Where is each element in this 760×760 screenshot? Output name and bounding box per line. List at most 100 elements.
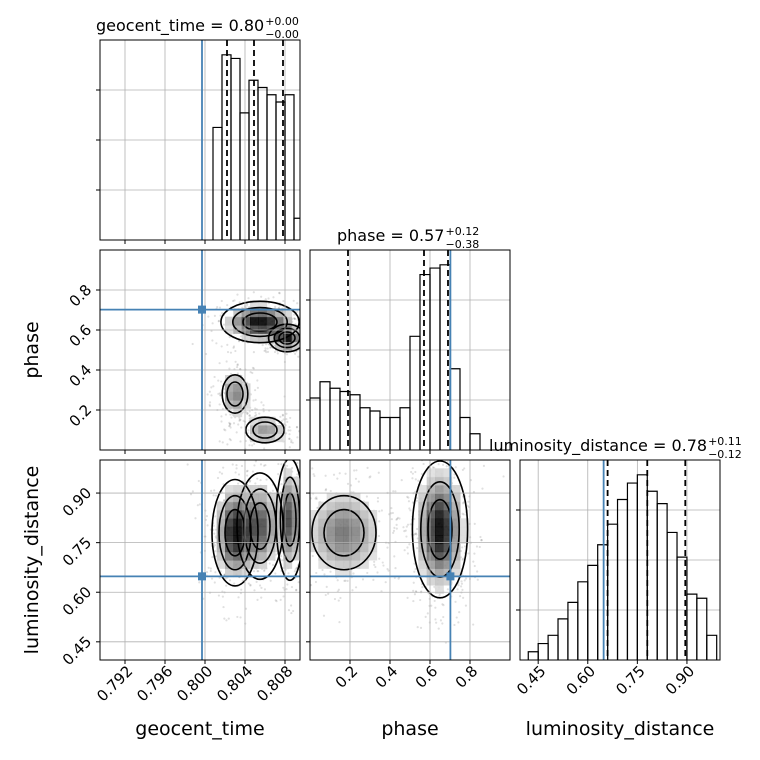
hist-phase-panel: phase = 0.57 +0.12−0.38 (306, 225, 510, 454)
scatter-geocent_time-phase-ytick-label-3: 0.8 (66, 281, 96, 311)
scatter-phase-luminosity_distance-truth-marker (446, 572, 455, 581)
scatter-geocent_time-luminosity_distance-xtick-label-4: 0.808 (253, 662, 296, 705)
scatter-geocent_time-luminosity_distance-ytick-label-3: 0.90 (59, 484, 95, 520)
hist-phase-bin-8 (389, 416, 401, 450)
scatter-geocent_time-luminosity_distance-ytick-label-1: 0.60 (59, 583, 95, 619)
scatter-geocent_time-phase-density (225, 300, 300, 443)
hist-geocent_time-bin-6 (266, 94, 277, 240)
hist-luminosity_distance-bin-12 (646, 490, 658, 660)
scatter-geocent_time-phase-contour-2-0 (226, 381, 244, 407)
hist-phase-bin-5 (359, 407, 371, 450)
scatter-phase-luminosity_distance-contour-1-1 (311, 494, 377, 571)
hist-phase-bin-0 (310, 397, 321, 450)
hist-geocent_time-title: geocent_time = 0.80 +0.00−0.00 (96, 15, 299, 41)
hist-luminosity_distance-bin-2 (547, 634, 559, 660)
hist-luminosity_distance-xtick-label-0: 0.45 (513, 662, 549, 698)
hist-geocent_time-frame (99, 39, 301, 241)
hist-geocent_time-title-main: geocent_time = 0.80 (96, 16, 264, 36)
hist-phase-title-sup: +0.12 (445, 225, 479, 238)
scatter-geocent_time-phase-panel: 0.2 0.4 0.6 0.8 phase (21, 250, 300, 454)
hist-luminosity_distance-bin-7 (597, 544, 609, 660)
scatter-geocent_time-luminosity_distance-xtick-label-2: 0.800 (173, 662, 216, 705)
hist-luminosity_distance-title: luminosity_distance = 0.78 +0.11−0.12 (489, 435, 742, 461)
hist-phase-bin-15 (459, 416, 471, 450)
scatter-geocent_time-phase-contour-1-2 (267, 323, 300, 353)
scatter-geocent_time-luminosity_distance-contour-1-2 (236, 472, 284, 581)
hist-luminosity_distance-bin-5 (577, 581, 589, 660)
hist-geocent_time-title-sup: +0.00 (265, 15, 299, 28)
hist-luminosity_distance-xlabel: luminosity_distance (526, 718, 715, 740)
scatter-geocent_time-phase-grid (100, 250, 300, 450)
scatter-geocent_time-luminosity_distance-contours (211, 460, 300, 587)
scatter-geocent_time-luminosity_distance-grid (100, 460, 300, 660)
scatter-geocent_time-luminosity_distance-ytick-label-2: 0.75 (59, 533, 95, 569)
hist-luminosity_distance-bin-4 (567, 601, 579, 660)
hist-geocent_time-panel: geocent_time = 0.80 +0.00−0.00 (96, 15, 300, 244)
hist-phase-title: phase = 0.57 +0.12−0.38 (337, 225, 479, 251)
hist-luminosity_distance-title-sup: +0.11 (708, 435, 742, 448)
hist-phase-bin-14 (449, 368, 461, 450)
scatter-phase-luminosity_distance-frame (309, 459, 511, 661)
scatter-geocent_time-luminosity_distance-xtick-label-1: 0.796 (133, 662, 176, 705)
scatter-phase-luminosity_distance-xlabel: phase (381, 718, 438, 740)
hist-luminosity_distance-bin-9 (616, 498, 629, 660)
hist-phase-frame (309, 249, 511, 451)
hist-phase-bin-10 (409, 335, 421, 450)
hist-luminosity_distance-bin-6 (587, 564, 599, 660)
hist-luminosity_distance-bin-16 (686, 593, 698, 660)
scatter-geocent_time-luminosity_distance-contour-0-2 (211, 478, 259, 587)
scatter-geocent_time-luminosity_distance-panel: 0.45 0.60 0.75 0.90 luminosity_distance 0.792… (21, 460, 300, 740)
hist-luminosity_distance-xtick-label-1: 0.60 (563, 662, 599, 698)
scatter-phase-luminosity_distance-xtick-label-2: 0.6 (412, 662, 442, 692)
scatter-geocent_time-luminosity_distance-xlabel: geocent_time (135, 718, 264, 740)
scatter-geocent_time-phase-contour-3-0 (252, 421, 278, 439)
scatter-geocent_time-phase-contour-0-1 (232, 306, 289, 338)
scatter-geocent_time-luminosity_distance-frame (99, 459, 301, 661)
hist-phase-bin-7 (379, 416, 391, 450)
hist-phase-title-sub: −0.38 (445, 238, 479, 251)
hist-luminosity_distance-frame (519, 459, 721, 661)
hist-luminosity_distance-bin-3 (557, 618, 569, 660)
scatter-geocent_time-luminosity_distance-ytick-label-0: 0.45 (59, 633, 95, 669)
scatter-geocent_time-phase-contour-1-0 (278, 331, 296, 345)
hist-luminosity_distance-title-sub: −0.12 (708, 448, 742, 461)
hist-luminosity_distance-grid (520, 460, 720, 660)
scatter-phase-luminosity_distance-xtick-label-0: 0.2 (332, 662, 362, 692)
scatter-geocent_time-phase-ytick-label-2: 0.6 (66, 321, 96, 351)
scatter-geocent_time-phase-truth-marker (198, 305, 206, 314)
scatter-geocent_time-luminosity_distance-ylabel: luminosity_distance (21, 466, 43, 655)
hist-geocent_time-grid (100, 40, 300, 240)
hist-phase-bin-11 (419, 273, 431, 450)
scatter-geocent_time-phase-contour-3-1 (245, 416, 286, 444)
scatter-phase-luminosity_distance-xtick-label-1: 0.4 (372, 662, 402, 692)
hist-luminosity_distance-bin-11 (636, 474, 648, 660)
hist-geocent_time-bin-2 (230, 57, 241, 240)
hist-phase-bin-1 (319, 381, 331, 450)
scatter-geocent_time-phase-contour-0-2 (220, 300, 300, 344)
hist-phase-bin-2 (329, 387, 341, 450)
scatter-geocent_time-luminosity_distance-contour-1-0 (249, 502, 271, 551)
hist-luminosity_distance-xtick-label-3: 0.90 (662, 662, 698, 698)
hist-luminosity_distance-xtick-label-2: 0.75 (612, 662, 648, 698)
scatter-phase-luminosity_distance-contour-0-2 (411, 460, 469, 599)
hist-geocent_time-bin-8 (284, 94, 295, 240)
hist-luminosity_distance-bin-18 (706, 634, 718, 660)
hist-luminosity_distance-title-main: luminosity_distance = 0.78 (489, 436, 707, 456)
scatter-geocent_time-luminosity_distance-xtick-label-3: 0.804 (213, 662, 256, 705)
scatter-phase-luminosity_distance-xtick-label-3: 0.8 (452, 662, 482, 692)
scatter-geocent_time-phase-ytick-label-1: 0.4 (66, 361, 96, 391)
hist-phase-bin-12 (429, 267, 441, 450)
hist-geocent_time-bin-0 (212, 126, 223, 240)
scatter-phase-luminosity_distance-contour-1-0 (323, 508, 365, 557)
hist-luminosity_distance-bin-10 (626, 482, 638, 660)
scatter-geocent_time-luminosity_distance-truth-marker (198, 572, 206, 581)
scatter-phase-luminosity_distance-grid (310, 460, 510, 660)
scatter-geocent_time-phase-ylabel: phase (21, 321, 43, 378)
hist-luminosity_distance-bin-0 (527, 651, 539, 660)
hist-phase-bin-4 (349, 394, 361, 450)
hist-luminosity_distance-bin-14 (666, 531, 678, 660)
scatter-geocent_time-phase-frame (99, 249, 301, 451)
scatter-phase-luminosity_distance-contours (311, 460, 469, 599)
hist-geocent_time-title-sub: −0.00 (265, 28, 299, 41)
hist-phase-bin-6 (369, 410, 381, 450)
